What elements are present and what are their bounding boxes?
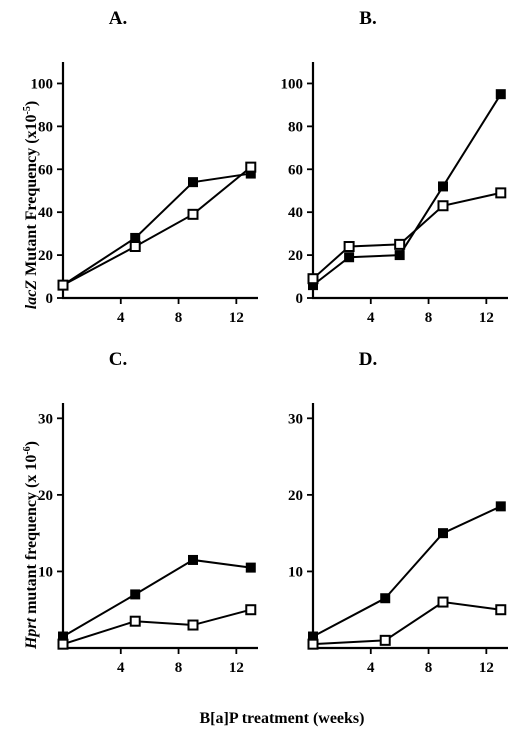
panel-label: C. xyxy=(109,349,127,370)
data-point-open-square xyxy=(437,200,449,212)
y-axis-label-lacz: lacZ Mutant Frequency (x10-5) xyxy=(22,101,40,309)
y-tick-label: 20 xyxy=(38,488,53,504)
data-point-open-square xyxy=(495,604,507,616)
data-point-open-square xyxy=(245,604,257,616)
data-point-open-square xyxy=(57,638,69,650)
series-line-filled-square xyxy=(62,172,251,286)
data-point-filled-square xyxy=(188,554,198,565)
y-tick-label: 20 xyxy=(288,488,303,504)
series-line-filled-square xyxy=(62,558,251,638)
y-tick-label: 60 xyxy=(38,162,53,178)
data-point-open-square xyxy=(245,161,257,173)
y-tick-label: 60 xyxy=(288,162,303,178)
data-point-open-square xyxy=(379,634,391,646)
chart-panel-d: D. 10 20 30 4 8 12 xyxy=(288,349,508,676)
series-line-filled-square xyxy=(312,93,502,286)
series-line-open-square xyxy=(62,166,252,287)
x-axis-label: B[a]P treatment (weeks) xyxy=(200,710,365,727)
x-tick-label: 4 xyxy=(117,660,125,676)
x-tick-label: 4 xyxy=(367,310,375,326)
y-tick-label: 100 xyxy=(31,76,54,92)
y-tick-label: 20 xyxy=(288,248,303,264)
x-tick-label: 12 xyxy=(479,310,494,326)
x-tick-label: 12 xyxy=(479,660,494,676)
y-tick-label: 10 xyxy=(288,564,303,580)
chart-panel-b: B. 0 20 40 60 80 100 4 8 12 xyxy=(281,8,508,326)
x-tick-label: 8 xyxy=(425,310,433,326)
chart-panel-c: C. 10 20 30 4 8 12 xyxy=(38,349,258,676)
y-tick-label: 30 xyxy=(288,411,303,427)
y-tick-label: 80 xyxy=(38,119,53,135)
panel-label: A. xyxy=(109,8,127,29)
x-tick-label: 8 xyxy=(425,660,433,676)
panel-label: B. xyxy=(359,8,376,29)
y-tick-label: 80 xyxy=(288,119,303,135)
y-tick-label: 40 xyxy=(38,205,53,221)
x-tick-label: 4 xyxy=(117,310,125,326)
x-tick-label: 8 xyxy=(175,310,183,326)
data-point-filled-square xyxy=(394,250,405,261)
series-line-open-square xyxy=(312,601,501,646)
y-tick-label: 0 xyxy=(46,291,54,307)
data-point-open-square xyxy=(307,638,319,650)
data-point-open-square xyxy=(394,238,406,250)
x-tick-label: 4 xyxy=(367,660,375,676)
data-point-filled-square xyxy=(344,252,355,263)
series-line-filled-square xyxy=(312,505,502,638)
data-point-filled-square xyxy=(438,181,448,192)
panels: A. 0 20 40 60 80 100 4 8 12 B. 0 20 40 60 80 100 4 8 12 C. 10… xyxy=(31,8,508,676)
data-point-filled-square xyxy=(380,593,391,604)
y-tick-label: 10 xyxy=(38,564,53,580)
chart-panel-a: A. 0 20 40 60 80 100 4 8 12 xyxy=(31,8,258,326)
y-tick-label: 0 xyxy=(296,291,304,307)
data-point-filled-square xyxy=(245,562,256,573)
panel-label: D. xyxy=(359,349,377,370)
data-point-filled-square xyxy=(130,589,141,600)
data-point-filled-square xyxy=(495,501,506,512)
data-point-open-square xyxy=(307,273,319,285)
axis-lines xyxy=(61,62,258,300)
data-point-open-square xyxy=(57,279,69,291)
data-point-open-square xyxy=(437,596,449,608)
x-tick-label: 8 xyxy=(175,660,183,676)
data-point-filled-square xyxy=(438,528,448,539)
data-point-open-square xyxy=(343,241,355,253)
y-tick-label: 40 xyxy=(288,205,303,221)
y-tick-label: 30 xyxy=(38,411,53,427)
data-point-filled-square xyxy=(495,89,506,100)
y-tick-label: 100 xyxy=(281,76,304,92)
x-tick-label: 12 xyxy=(229,310,244,326)
data-point-open-square xyxy=(495,187,507,199)
axis-lines xyxy=(61,403,258,650)
data-point-open-square xyxy=(187,619,199,631)
data-point-open-square xyxy=(129,615,141,627)
data-point-open-square xyxy=(129,241,141,253)
x-tick-label: 12 xyxy=(229,660,244,676)
series-line-open-square xyxy=(62,608,252,646)
data-point-open-square xyxy=(187,208,199,220)
axis-lines xyxy=(311,403,508,650)
y-tick-label: 20 xyxy=(38,248,53,264)
y-axis-label-hprt: Hprt mutant frequency (x 10-6) xyxy=(22,441,40,650)
series-line-open-square xyxy=(312,191,501,280)
data-point-filled-square xyxy=(188,177,198,188)
